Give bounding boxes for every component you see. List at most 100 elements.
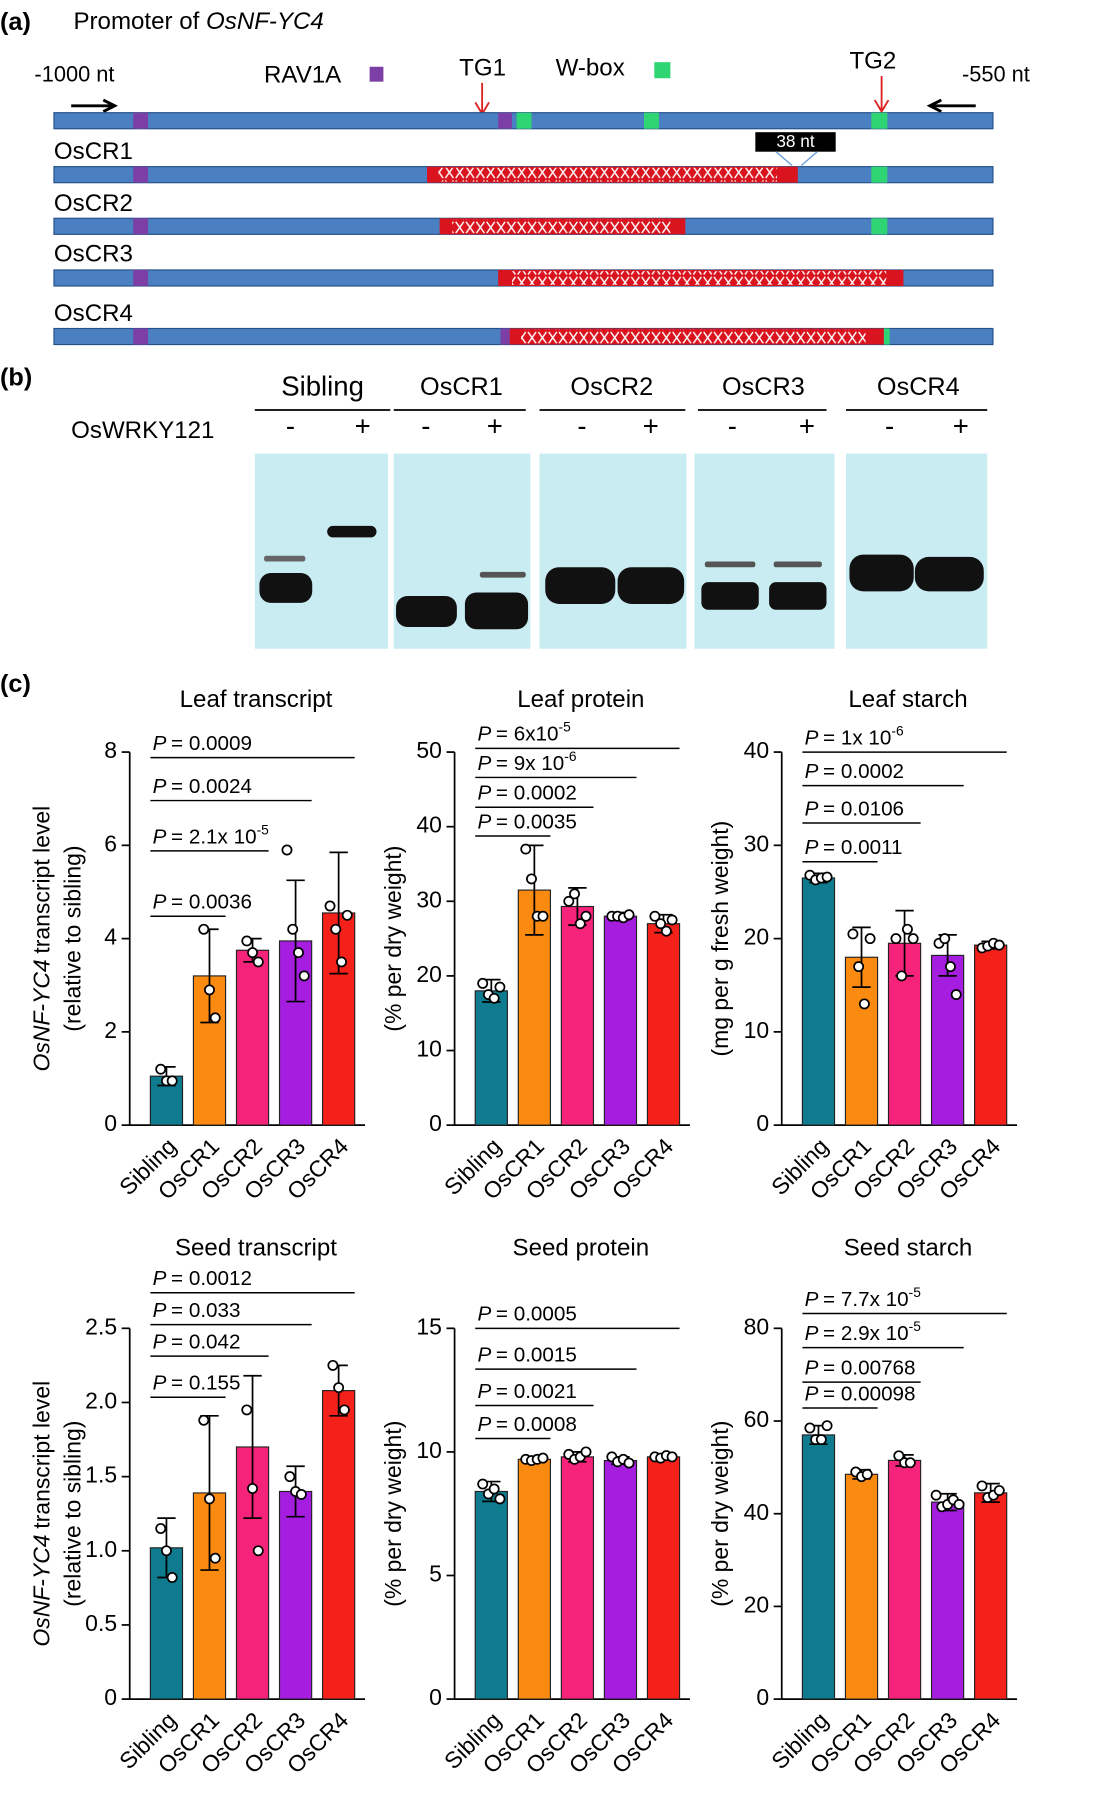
wbox-site bbox=[871, 166, 888, 183]
y-tick-label: 40 bbox=[744, 1499, 770, 1525]
p-value-text: = 0.0036 bbox=[171, 891, 252, 914]
data-point bbox=[907, 933, 919, 945]
wbox-site bbox=[871, 218, 888, 235]
y-tick-label: 20 bbox=[744, 1591, 770, 1617]
gel bbox=[694, 453, 835, 649]
p-value-text: = 0.0021 bbox=[496, 1380, 577, 1403]
data-point bbox=[155, 1063, 167, 1075]
wbox-site bbox=[871, 112, 888, 129]
data-point bbox=[284, 1471, 296, 1483]
data-point bbox=[901, 923, 913, 935]
y-axis-label-text: (relative to sibling) bbox=[60, 1421, 86, 1607]
rav1a-site bbox=[133, 328, 149, 345]
p-symbol: P bbox=[153, 826, 167, 849]
y-axis-label-text: (mg per g fresh weight) bbox=[707, 821, 733, 1057]
y-tick-label: 0 bbox=[429, 1684, 442, 1710]
band bbox=[259, 572, 313, 603]
data-point bbox=[327, 1359, 339, 1371]
bar-chart: Seed protein(% per dry weight)051015Sibl… bbox=[380, 1234, 690, 1778]
data-point bbox=[166, 1572, 178, 1583]
y-axis-label: OsNF-YC4 transcript level bbox=[29, 1381, 55, 1647]
data-point bbox=[580, 910, 592, 922]
p-value: P = 0.0009 bbox=[153, 732, 252, 755]
bar bbox=[235, 949, 270, 1126]
y-tick-label: 30 bbox=[744, 830, 770, 856]
data-point bbox=[477, 977, 489, 989]
p-value: P = 0.0008 bbox=[478, 1413, 577, 1436]
factor-label: OsWRKY121 bbox=[71, 417, 214, 444]
gel bbox=[539, 453, 687, 649]
p-symbol: P bbox=[153, 1299, 167, 1322]
p-value-text: = 7.7x 10 bbox=[823, 1288, 909, 1311]
bar bbox=[801, 877, 836, 1126]
bar-chart: Leaf transcript OsNF-YC4 transcript level(… bbox=[29, 686, 366, 1205]
band bbox=[704, 561, 756, 568]
band bbox=[849, 554, 914, 592]
band bbox=[769, 582, 827, 610]
band bbox=[701, 582, 759, 610]
data-point bbox=[336, 956, 347, 968]
data-point bbox=[204, 984, 215, 996]
band bbox=[479, 571, 526, 578]
y-axis-label: (% per dry weight) bbox=[380, 1421, 406, 1607]
data-point bbox=[488, 1483, 500, 1495]
data-point bbox=[341, 909, 353, 921]
deletion-marks bbox=[438, 167, 778, 182]
data-point bbox=[488, 992, 500, 1004]
p-value: P = 0.0005 bbox=[478, 1303, 577, 1326]
data-point bbox=[666, 1451, 678, 1463]
y-tick-label: 50 bbox=[416, 737, 442, 763]
p-symbol: P bbox=[153, 1331, 167, 1354]
rav1a-site bbox=[133, 112, 149, 129]
bar bbox=[278, 1490, 313, 1700]
p-value: P = 0.0024 bbox=[153, 775, 252, 798]
p-value-text: = 0.0005 bbox=[496, 1303, 577, 1326]
p-value-text: = 0.00768 bbox=[823, 1357, 915, 1380]
p-value: P = 0.0002 bbox=[478, 782, 577, 805]
p-symbol: P bbox=[805, 760, 819, 783]
p-value: P = 2.9x 10-5 bbox=[805, 1319, 922, 1346]
data-point bbox=[953, 1498, 965, 1510]
sign: + bbox=[355, 411, 371, 442]
p-symbol: P bbox=[478, 1344, 492, 1367]
bar-chart: Leaf starch (mg per g fresh weight) 0 10 20 3… bbox=[707, 686, 1018, 1205]
p-symbol: P bbox=[153, 775, 167, 798]
y-tick-label: 0 bbox=[104, 1684, 117, 1710]
data-point bbox=[847, 928, 859, 940]
p-value-text: = 0.0012 bbox=[171, 1268, 252, 1291]
error-bar bbox=[243, 1374, 262, 1520]
p-symbol: P bbox=[153, 732, 167, 755]
gel bbox=[254, 453, 388, 649]
panel-label: (b) bbox=[0, 364, 32, 392]
insert-box bbox=[755, 132, 836, 152]
p-symbol: P bbox=[478, 1380, 492, 1403]
data-point bbox=[939, 933, 951, 945]
panel-b: (b) Sibling OsCR1 OsCR2 OsCR3 OsCR4 OsWR… bbox=[0, 364, 988, 649]
lane-signs: - + - + - + - + - + bbox=[286, 411, 969, 442]
data-point bbox=[893, 1450, 905, 1462]
y-tick-label: 2 bbox=[104, 1017, 117, 1043]
y-axis-label: (relative to sibling) bbox=[60, 846, 86, 1032]
bar bbox=[517, 1458, 552, 1700]
data-point bbox=[209, 1552, 221, 1564]
data-point bbox=[930, 1489, 942, 1501]
data-point bbox=[247, 947, 258, 959]
y-axis-label: OsNF-YC4 transcript level bbox=[29, 806, 55, 1072]
chart-title: Seed transcript bbox=[175, 1234, 337, 1261]
motif-label: W-box bbox=[556, 54, 625, 81]
y-tick-label: 15 bbox=[416, 1313, 442, 1339]
p-value-exponent: -6 bbox=[564, 748, 577, 763]
p-value: P = 0.0015 bbox=[478, 1344, 577, 1367]
data-point bbox=[569, 888, 580, 900]
y-tick-label: 0 bbox=[756, 1110, 769, 1136]
bar bbox=[646, 923, 681, 1126]
sign: + bbox=[487, 411, 503, 442]
p-value: P = 0.0002 bbox=[805, 760, 904, 783]
gel bbox=[846, 453, 988, 649]
p-value-exponent: -5 bbox=[909, 1319, 922, 1334]
data-point bbox=[945, 961, 956, 973]
p-value-exponent: -5 bbox=[559, 719, 572, 734]
motif-label: TG1 bbox=[459, 54, 506, 81]
y-tick-label: 0 bbox=[756, 1684, 769, 1710]
data-point bbox=[537, 1452, 549, 1464]
